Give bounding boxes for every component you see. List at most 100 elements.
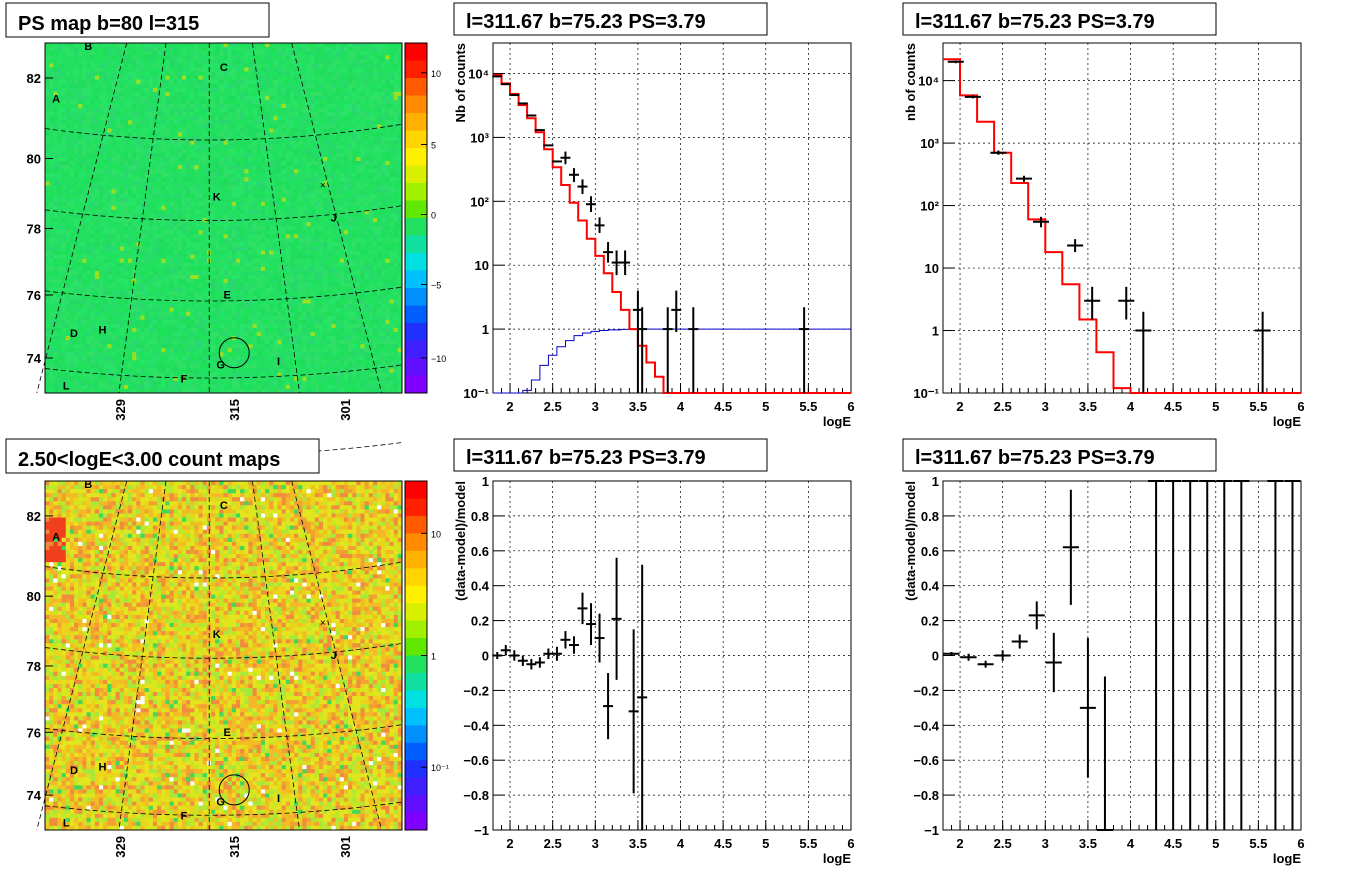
map-pixel <box>182 348 187 353</box>
map-pixel <box>103 63 108 68</box>
map-pixel <box>203 295 208 300</box>
map-pixel <box>182 120 187 125</box>
map-pixel <box>257 356 262 361</box>
map-pixel <box>278 190 283 195</box>
map-pixel <box>194 112 199 117</box>
map-pixel <box>211 328 216 333</box>
map-pixel <box>219 247 224 252</box>
map-pixel <box>120 238 125 243</box>
map-pixel <box>203 88 208 93</box>
map-pixel <box>248 59 253 64</box>
map-pixel <box>278 76 283 81</box>
map-pixel <box>74 356 79 361</box>
map-pixel <box>174 141 179 146</box>
map-pixel <box>186 344 191 349</box>
map-pixel <box>236 230 241 235</box>
map-pixel <box>149 279 154 284</box>
map-pixel <box>240 242 245 247</box>
map-pixel <box>128 104 133 109</box>
map-pixel <box>107 308 112 313</box>
map-pixel <box>153 210 158 215</box>
map-pixel <box>157 267 162 272</box>
map-pixel <box>248 287 253 292</box>
map-pixel <box>49 283 54 288</box>
map-pixel <box>116 157 121 162</box>
map-pixel <box>211 247 216 252</box>
map-pixel <box>273 129 278 134</box>
map-pixel <box>190 373 195 378</box>
map-pixel <box>165 177 170 182</box>
map-pixel <box>107 153 112 158</box>
map-pixel <box>203 267 208 272</box>
map-pixel <box>182 43 187 48</box>
map-pixel <box>153 312 158 317</box>
map-pixel <box>49 218 54 223</box>
map-pixel <box>58 316 63 321</box>
map-pixel <box>87 287 92 292</box>
map-pixel <box>253 169 258 174</box>
map-pixel <box>116 222 121 227</box>
map-pixel <box>120 153 125 158</box>
map-pixel <box>45 161 50 166</box>
map-pixel <box>261 381 266 386</box>
map-pixel <box>236 279 241 284</box>
map-pixel <box>116 190 121 195</box>
map-pixel <box>53 157 58 162</box>
map-pixel <box>199 344 204 349</box>
map-pixel <box>273 153 278 158</box>
map-pixel <box>145 348 150 353</box>
map-pixel <box>49 108 54 113</box>
map-pixel <box>261 255 266 260</box>
map-pixel <box>215 251 220 256</box>
map-pixel <box>186 316 191 321</box>
map-pixel <box>149 88 154 93</box>
map-pixel <box>157 153 162 158</box>
map-pixel <box>49 124 54 128</box>
map-pixel <box>199 324 204 329</box>
map-pixel <box>91 141 96 146</box>
map-pixel <box>190 51 195 56</box>
map-pixel <box>49 133 54 138</box>
map-pixel <box>186 320 191 325</box>
map-pixel <box>248 112 253 117</box>
map-pixel <box>124 271 129 276</box>
map-pixel <box>165 251 170 256</box>
map-pixel <box>70 348 75 353</box>
map-pixel <box>170 291 175 296</box>
map-pixel <box>99 304 104 309</box>
map-pixel <box>257 308 262 313</box>
map-pixel <box>211 356 216 361</box>
map-pixel <box>190 242 195 247</box>
map-pixel <box>53 88 58 93</box>
map-pixel <box>149 352 154 357</box>
map-pixel <box>107 59 112 64</box>
map-pixel <box>145 271 150 276</box>
map-pixel <box>145 324 150 329</box>
map-pixel <box>253 348 258 353</box>
map-pixel <box>66 360 71 365</box>
map-pixel <box>99 271 104 276</box>
map-pixel <box>62 275 67 280</box>
map-pixel <box>45 43 50 48</box>
map-pixel <box>248 153 253 158</box>
map-pixel <box>178 230 183 235</box>
map-pixel <box>62 316 67 321</box>
map-pixel <box>149 263 154 268</box>
map-pixel <box>132 104 137 109</box>
map-pixel <box>78 377 83 382</box>
map-pixel <box>132 328 137 333</box>
map-pixel <box>236 104 241 109</box>
map-pixel <box>232 210 237 215</box>
map-pixel <box>49 247 54 252</box>
map-pixel <box>194 356 199 361</box>
map-pixel <box>240 279 245 284</box>
map-pixel <box>253 100 258 105</box>
map-pixel <box>219 149 224 154</box>
map-pixel <box>211 55 216 60</box>
map-pixel <box>45 234 50 239</box>
map-pixel <box>141 312 146 317</box>
map-pixel <box>261 59 266 64</box>
map-pixel <box>253 247 258 252</box>
map-pixel <box>278 312 283 317</box>
map-pixel <box>282 161 287 166</box>
